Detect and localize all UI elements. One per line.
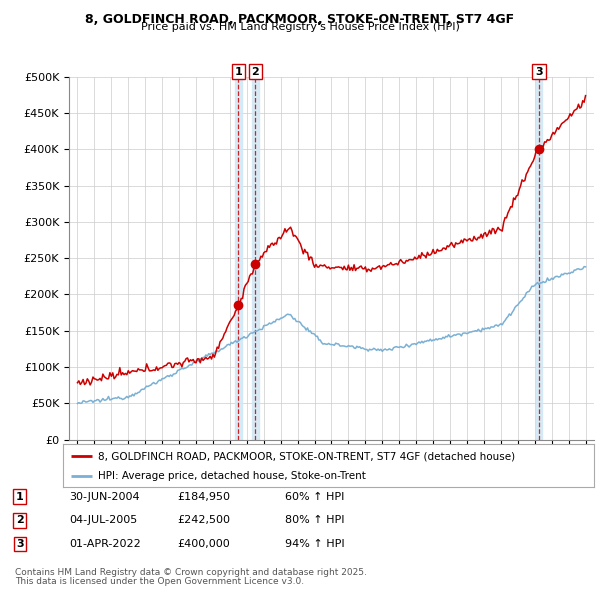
Text: 1: 1 [16,492,23,502]
Text: 94% ↑ HPI: 94% ↑ HPI [285,539,344,549]
Text: This data is licensed under the Open Government Licence v3.0.: This data is licensed under the Open Gov… [15,578,304,586]
Text: 30-JUN-2004: 30-JUN-2004 [69,492,140,502]
Text: £242,500: £242,500 [177,516,230,525]
Text: HPI: Average price, detached house, Stoke-on-Trent: HPI: Average price, detached house, Stok… [98,471,365,481]
Text: 60% ↑ HPI: 60% ↑ HPI [285,492,344,502]
Text: 04-JUL-2005: 04-JUL-2005 [69,516,137,525]
Bar [252,77,259,440]
Bar [536,77,542,440]
Text: 2: 2 [16,516,23,525]
Text: 3: 3 [535,67,543,77]
Text: 8, GOLDFINCH ROAD, PACKMOOR, STOKE-ON-TRENT, ST7 4GF (detached house): 8, GOLDFINCH ROAD, PACKMOOR, STOKE-ON-TR… [98,451,515,461]
Text: 01-APR-2022: 01-APR-2022 [69,539,141,549]
Text: 80% ↑ HPI: 80% ↑ HPI [285,516,344,525]
Text: £184,950: £184,950 [177,492,230,502]
Text: 8, GOLDFINCH ROAD, PACKMOOR, STOKE-ON-TRENT, ST7 4GF: 8, GOLDFINCH ROAD, PACKMOOR, STOKE-ON-TR… [85,13,515,26]
Text: 1: 1 [235,67,242,77]
Text: 2: 2 [251,67,259,77]
Text: Contains HM Land Registry data © Crown copyright and database right 2025.: Contains HM Land Registry data © Crown c… [15,568,367,577]
Text: £400,000: £400,000 [177,539,230,549]
Text: Price paid vs. HM Land Registry's House Price Index (HPI): Price paid vs. HM Land Registry's House … [140,22,460,32]
Text: 3: 3 [16,539,23,549]
Bar [235,77,242,440]
